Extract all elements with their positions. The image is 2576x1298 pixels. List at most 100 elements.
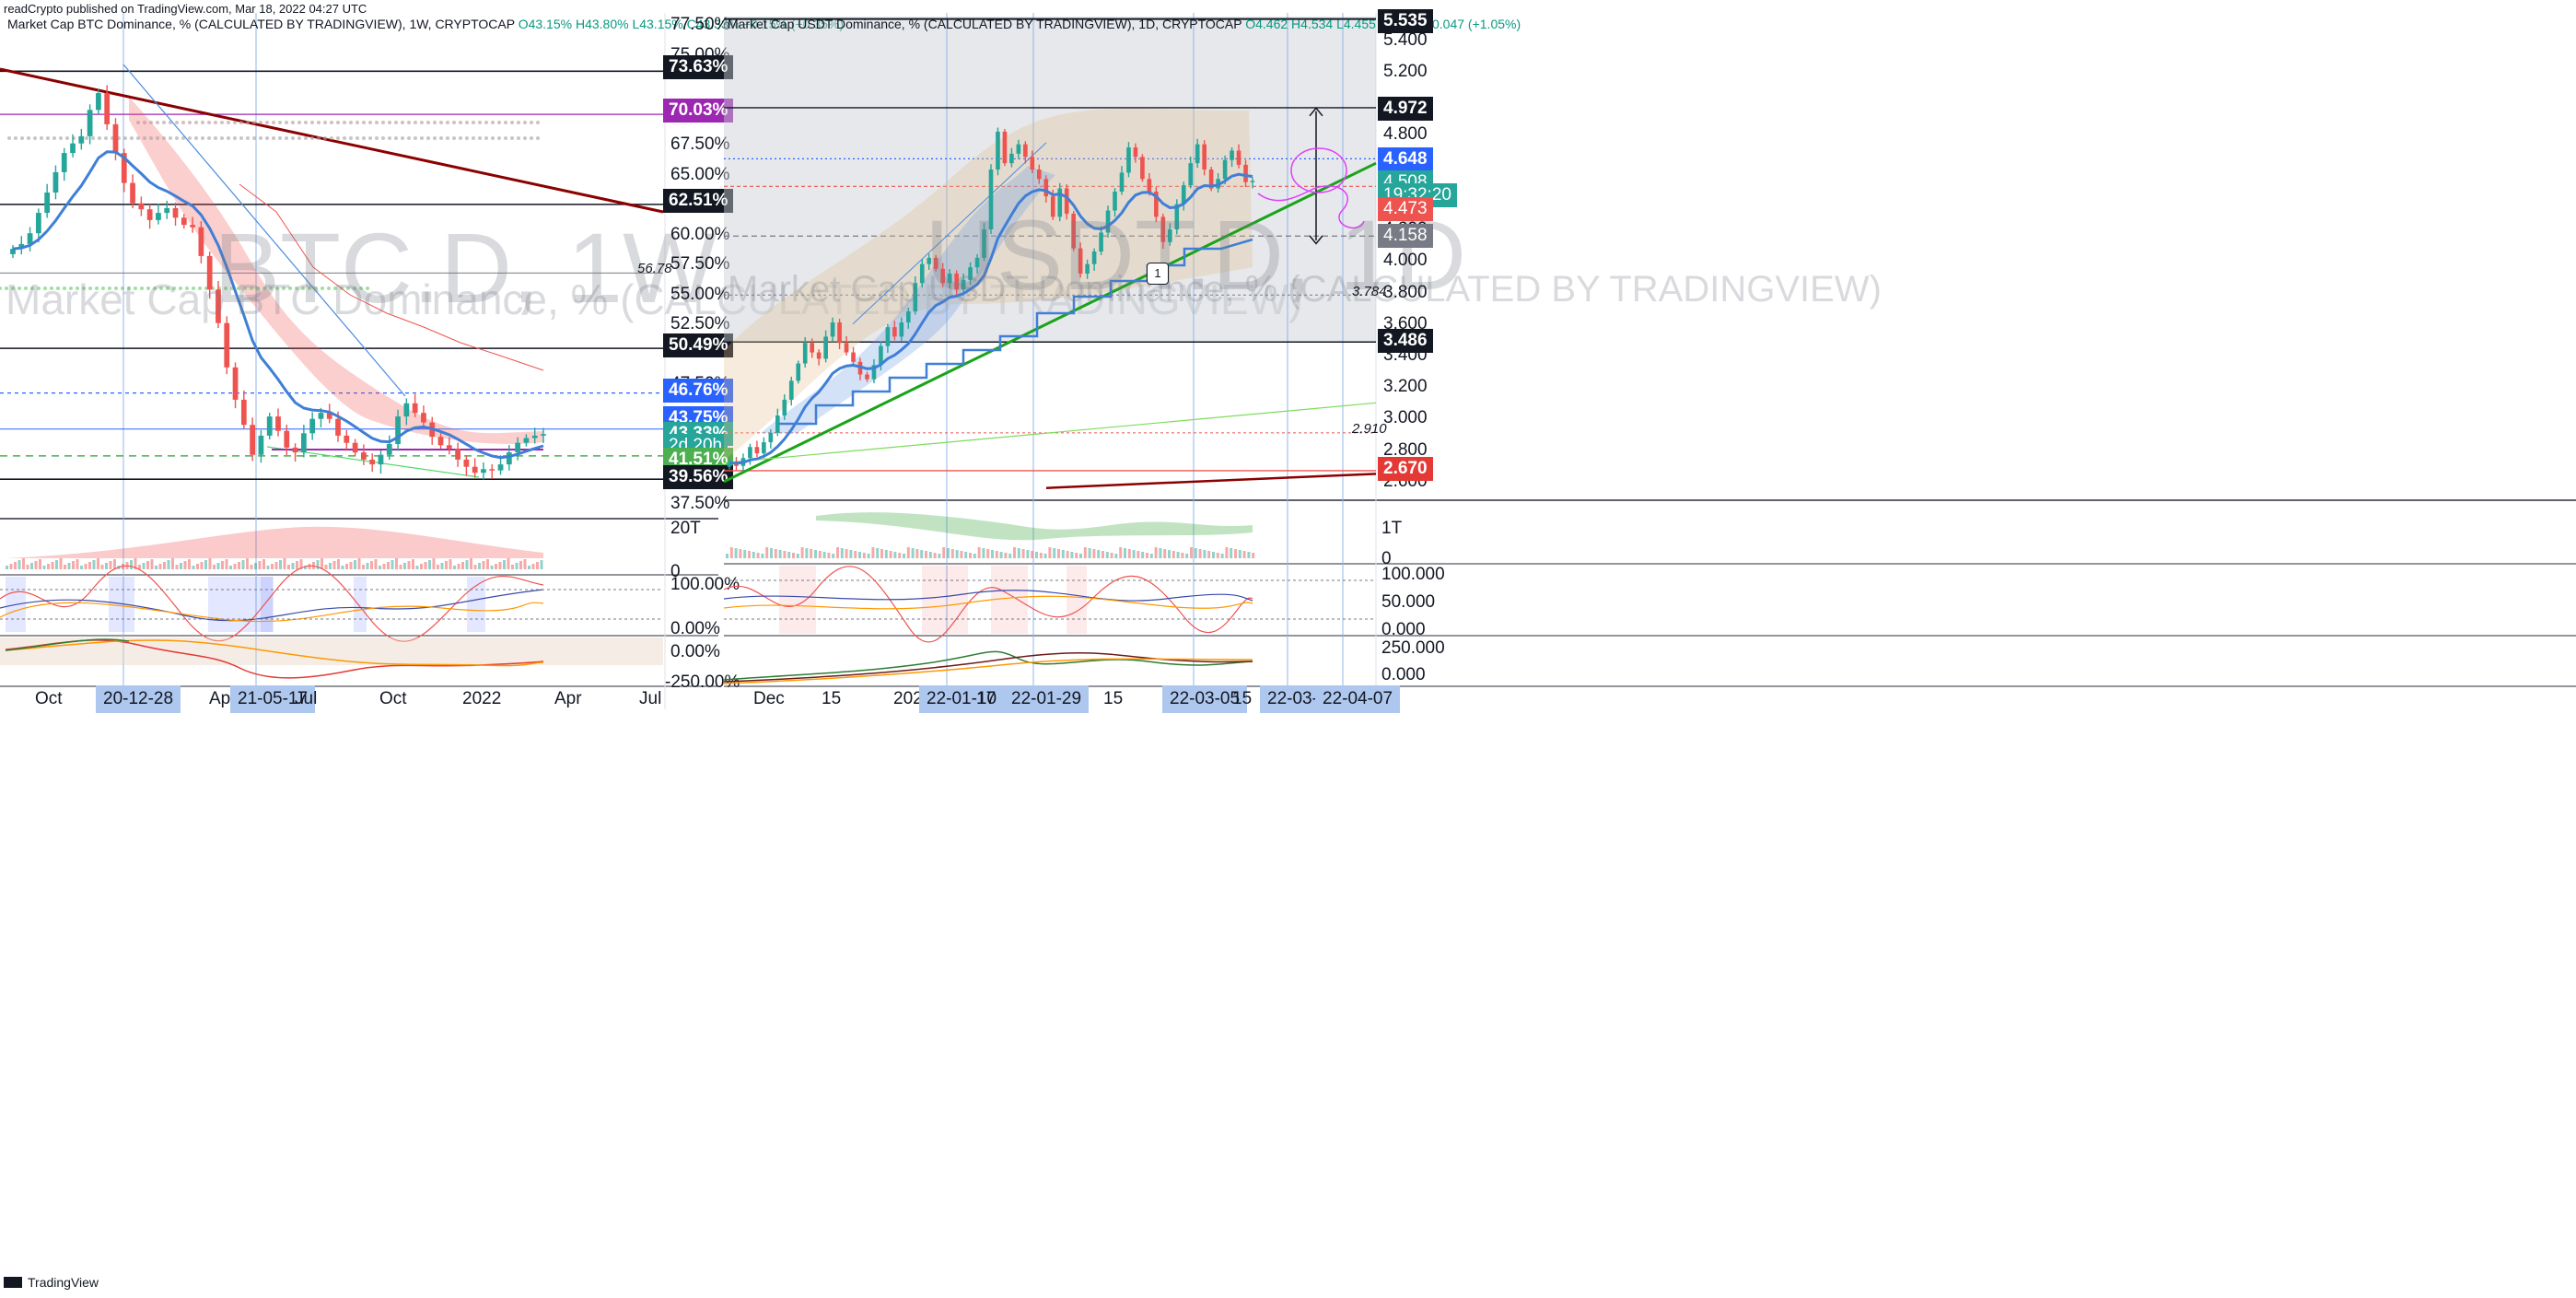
usdt-candle [933, 257, 938, 269]
usdt-volume-bar [729, 547, 733, 558]
usdt-price-tick: 3.800 [1383, 282, 1428, 302]
usdt-candle [796, 363, 801, 381]
usdt-tag-4972: 4.972 [1378, 97, 1433, 121]
usdt-price-pane [724, 13, 1377, 686]
btc-dotted-level [123, 136, 127, 140]
btc-volume-bar [92, 560, 96, 569]
btc-price-tick: 55.00% [670, 284, 730, 304]
usdt-volume-bar [915, 549, 919, 558]
usdt-dominance-chart[interactable] [724, 0, 2576, 709]
usdt-volume-bar [995, 551, 998, 558]
elliott-wave-1-label[interactable]: 1 [1147, 263, 1169, 285]
btc-candle [446, 445, 452, 450]
usdt-osc-orange [724, 595, 1253, 610]
usdt-candle [1208, 170, 1214, 189]
btc-volume-bar [88, 562, 91, 569]
btc-dotted-level [14, 136, 17, 140]
usdt-volume-bar [928, 552, 932, 558]
btc-volume-bar [349, 562, 353, 569]
btc-dotted-level [136, 121, 140, 124]
btc-dotted-level [179, 286, 182, 290]
usdt-date-tag-1[interactable]: 22-01-10 [919, 685, 1005, 713]
usdt-candle [1188, 163, 1194, 186]
usdt-volume-bar [1070, 552, 1074, 558]
btc-candle [266, 416, 273, 436]
usdt-volume-bar [761, 554, 764, 558]
btc-dotted-level [362, 136, 366, 140]
btc-volume-bar [528, 566, 530, 569]
btc-dominance-chart[interactable] [0, 0, 718, 709]
btc-volume-bar [55, 560, 58, 569]
btc-legend: Market Cap BTC Dominance, % (CALCULATED … [7, 17, 844, 31]
btc-volume-bar [64, 565, 66, 569]
btc-tag-3956: 39.56% [663, 465, 734, 489]
btc-candle [70, 143, 76, 154]
usdt-date-tag-2[interactable]: 22-01-29 [1004, 685, 1090, 713]
usdt-range-shade [724, 17, 1376, 343]
btc-dotted-level [130, 136, 134, 140]
usdt-candle [892, 327, 897, 337]
usdt-candle [865, 374, 869, 380]
usdt-volume-bar [1079, 554, 1082, 558]
btc-dotted-level [356, 136, 359, 140]
btc-candle [27, 233, 33, 244]
usdt-volume-bar [1203, 550, 1206, 558]
usdt-candle [968, 267, 973, 280]
btc-osc-axis-zero: 0.00% [670, 619, 720, 638]
btc-volume-bar [457, 564, 460, 569]
btc-candle [112, 123, 119, 154]
btc-candle [52, 171, 59, 193]
usdt-volume-bar [1048, 547, 1052, 558]
btc-dotted-level [233, 121, 237, 124]
btc-volume-bar [138, 565, 141, 569]
btc-dotted-level [484, 136, 488, 140]
usdt-osc-axis-zero: 0.000 [1381, 620, 1426, 639]
usdt-candle [837, 322, 842, 344]
usdt-volume-bar [1102, 551, 1104, 558]
btc-dotted-level [149, 121, 153, 124]
usdt-volume-bar [1004, 553, 1008, 558]
btc-dotted-level [56, 286, 60, 290]
btc-volume-bar [246, 558, 249, 569]
btc-date-tag-2[interactable]: 21-05-17 [230, 685, 316, 713]
btc-tag-5049: 50.49% [663, 333, 734, 357]
btc-volume-bar [382, 564, 386, 569]
btc-dotted-level [252, 121, 256, 124]
usdt-bollinger-band [724, 109, 1253, 462]
usdt-volume-bar [1168, 550, 1171, 558]
btc-dotted-level [343, 136, 346, 140]
btc-volume-bar [208, 558, 212, 569]
usdt-candle [988, 170, 994, 230]
usdt-candle [1009, 153, 1014, 164]
usdt-candle [1181, 185, 1186, 205]
btc-dotted-level [76, 286, 79, 290]
btc-volume-bar [478, 563, 481, 569]
btc-candle [378, 454, 384, 465]
btc-dotted-level [104, 136, 108, 140]
usdt-volume-bar [977, 547, 981, 558]
usdt-volume-bar [800, 547, 804, 558]
btc-dotted-level [50, 286, 53, 290]
btc-tag-7363: 73.63% [663, 55, 734, 79]
btc-dotted-level [356, 121, 359, 124]
btc-candle [78, 135, 85, 144]
btc-volume-bar [316, 560, 320, 569]
btc-dotted-level [304, 121, 308, 124]
usdt-date-tag-3[interactable]: 22-03-05 [1162, 685, 1248, 713]
btc-dotted-level [162, 136, 166, 140]
btc-dotted-level [214, 136, 217, 140]
usdt-date-tag-5[interactable]: 22-04-07 [1315, 685, 1401, 713]
usdt-candle [919, 263, 925, 284]
usdt-volume-bar [787, 552, 791, 558]
btc-volume-bar [34, 561, 38, 569]
btc-volume-bar [80, 566, 83, 569]
usdt-volume-bar [893, 552, 897, 558]
usdt-volume-bar [1119, 547, 1123, 558]
btc-dotted-level [185, 286, 189, 290]
usdt-tag-3486: 3.486 [1378, 329, 1433, 353]
btc-dotted-level [239, 136, 243, 140]
btc-volume-bar [379, 566, 381, 569]
btc-date-tag-1[interactable]: 20-12-28 [96, 685, 181, 713]
btc-dotted-level [91, 136, 95, 140]
btc-candle [172, 207, 179, 218]
